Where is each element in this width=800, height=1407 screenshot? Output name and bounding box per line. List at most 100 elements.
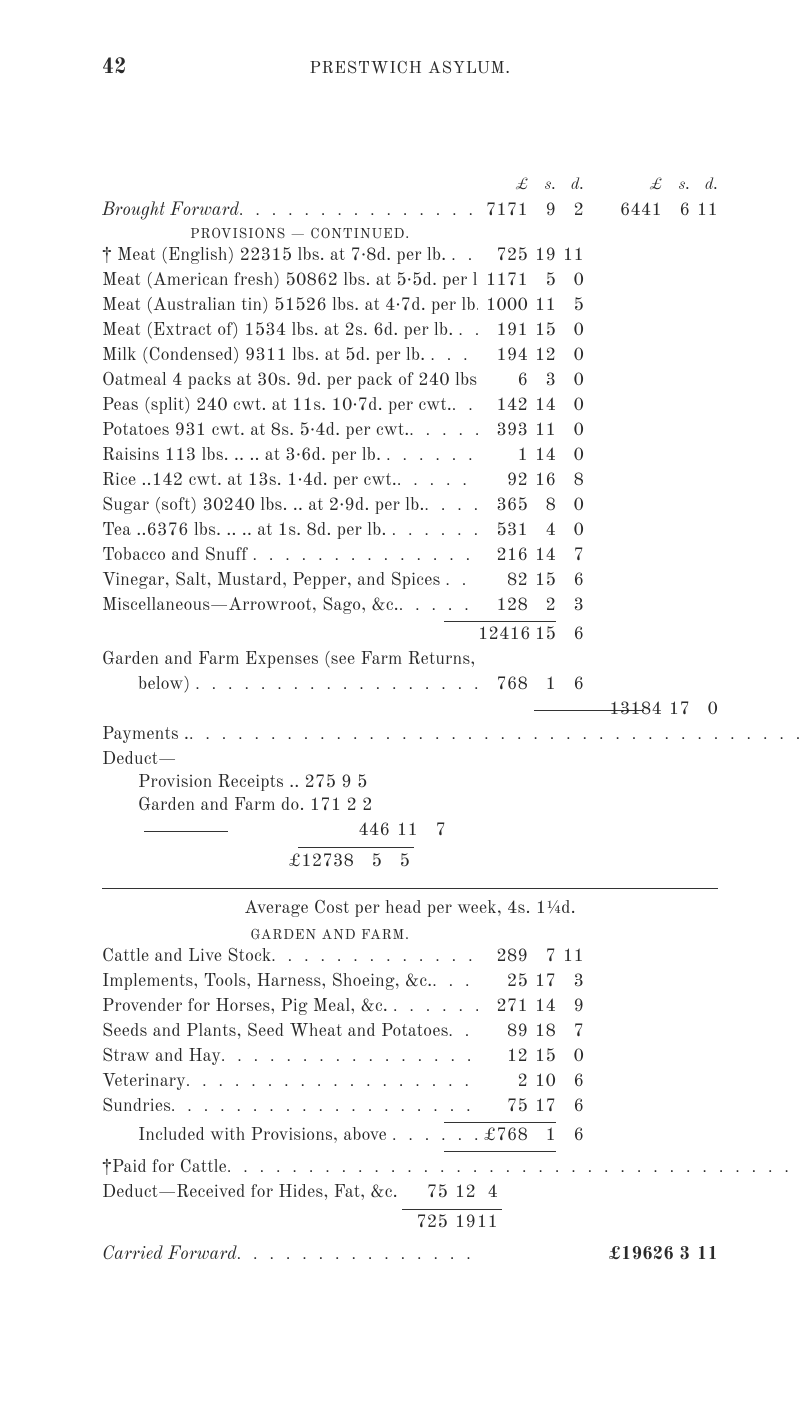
provision-row: Peas (split) 240 cwt. at 11s. 10·7d. per… bbox=[102, 396, 718, 418]
garden-exp-row-1: Garden and Farm Expenses (see Farm Retur… bbox=[102, 650, 718, 672]
dh-d: 4 bbox=[476, 1183, 498, 1204]
provision-s: 3 bbox=[528, 371, 556, 392]
gf-d: 6 bbox=[556, 1097, 584, 1118]
garden-farm-row: Cattle and Live Stock289711 bbox=[102, 947, 718, 969]
bf-p2: 6441 bbox=[608, 201, 662, 222]
gf-p: 12 bbox=[478, 1047, 528, 1068]
provision-label: Miscellaneous—Arrowroot, Sago, &c. bbox=[102, 597, 399, 615]
gf-s: 17 bbox=[528, 1097, 556, 1118]
pn-p: 725 bbox=[402, 1213, 448, 1234]
gf-p: 89 bbox=[478, 1022, 528, 1043]
provision-label: Meat (Extract of) 1534 lbs. at 2s. 6d. p… bbox=[102, 322, 459, 340]
provision-row: Miscellaneous—Arrowroot, Sago, &c.12823 bbox=[102, 596, 718, 618]
garden-exp-row-2: below) 768 1 6 bbox=[102, 675, 718, 697]
money-header-row: £ s. d. £ s. d. bbox=[102, 176, 718, 198]
gf-d: 7 bbox=[556, 1022, 584, 1043]
page-header: 42 PRESTWICH ASYLUM. bbox=[102, 56, 718, 80]
provision-d: 0 bbox=[556, 321, 584, 342]
provision-s: 4 bbox=[528, 521, 556, 542]
gf-d: 0 bbox=[556, 1047, 584, 1068]
gf-s: 15 bbox=[528, 1047, 556, 1068]
payments-row: Payments . 13184 17 0 bbox=[102, 725, 718, 747]
inc-d: 6 bbox=[556, 1126, 584, 1147]
provision-label: Potatoes 931 cwt. at 8s. 5·4d. per cwt. bbox=[102, 422, 409, 440]
provision-p: 1171 bbox=[478, 271, 528, 292]
provision-s: 15 bbox=[528, 571, 556, 592]
brought-forward-label: Brought Forward bbox=[102, 202, 239, 220]
carried-forward-row: Carried Forward £19626 3 11 bbox=[102, 1245, 718, 1267]
provision-row: Milk (Condensed) 9311 lbs. at 5d. per lb… bbox=[102, 346, 718, 368]
provision-label: Milk (Condensed) 9311 lbs. at 5d. per lb… bbox=[102, 347, 430, 365]
provision-label: Rice ..142 cwt. at 13s. 1·4d. per cwt. bbox=[102, 472, 397, 490]
paid-net-row: 725 19 11 bbox=[102, 1213, 718, 1235]
garden-farm-do-row: Garden and Farm do. 171 2 2 bbox=[102, 796, 718, 818]
paid-cattle-row: †Paid for Cattle 801 12 3 bbox=[102, 1158, 718, 1180]
provision-p: 725 bbox=[478, 246, 528, 267]
garden-farm-row: Sundries75176 bbox=[102, 1097, 718, 1119]
gf-label: Cattle and Live Stock bbox=[102, 948, 271, 966]
net-d: 5 bbox=[382, 852, 410, 873]
provision-label: Tobacco and Snuff bbox=[102, 547, 253, 565]
net-total-row: £12738 5 5 bbox=[102, 852, 718, 874]
bf-s2: 6 bbox=[662, 201, 690, 222]
average-cost-line: Average Cost per head per week, 4s. 1¼d. bbox=[102, 899, 718, 920]
provision-label: Peas (split) 240 cwt. at 11s. 10·7d. per… bbox=[102, 397, 452, 415]
provision-d: 0 bbox=[556, 521, 584, 542]
col-s-2: s. bbox=[662, 176, 690, 194]
ge-p: 768 bbox=[478, 675, 528, 696]
cf-p: £19626 bbox=[608, 1245, 662, 1266]
provision-s: 8 bbox=[528, 496, 556, 517]
outer-sub-p: 13184 bbox=[608, 700, 662, 721]
garden-farm-list: Cattle and Live Stock289711 Implements, T… bbox=[102, 947, 718, 1119]
provision-p: 216 bbox=[478, 546, 528, 567]
col-s-1: s. bbox=[528, 176, 556, 194]
provision-d: 3 bbox=[556, 596, 584, 617]
bf-d1: 2 bbox=[556, 201, 584, 222]
provision-row: Meat (American fresh) 50862 lbs. at 5·5d… bbox=[102, 271, 718, 293]
payments-label: Payments bbox=[102, 726, 179, 744]
provision-row: Meat (Australian tin) 51526 lbs. at 4·7d… bbox=[102, 296, 718, 318]
provision-row: Rice ..142 cwt. at 13s. 1·4d. per cwt. 92… bbox=[102, 471, 718, 493]
gf-label: Implements, Tools, Harness, Shoeing, &c. bbox=[102, 973, 432, 991]
provision-row: Potatoes 931 cwt. at 8s. 5·4d. per cwt.3… bbox=[102, 421, 718, 443]
outer-subtotal-row: 13184 17 0 bbox=[102, 700, 718, 722]
garden-farm-row: Straw and Hay12150 bbox=[102, 1047, 718, 1069]
provision-p: 194 bbox=[478, 346, 528, 367]
bf-d2: 11 bbox=[690, 201, 718, 222]
inc-s: 1 bbox=[528, 1126, 556, 1147]
garden-farm-row: Implements, Tools, Harness, Shoeing, &c.… bbox=[102, 972, 718, 994]
provision-s: 15 bbox=[528, 321, 556, 342]
garden-farm-row: Provender for Horses, Pig Meal, &c. 2711… bbox=[102, 997, 718, 1019]
bf-s1: 9 bbox=[528, 201, 556, 222]
provisions-total-row: 12416 15 6 bbox=[102, 625, 718, 647]
provision-p: 1000 bbox=[478, 296, 528, 317]
provision-d: 7 bbox=[556, 546, 584, 567]
provision-label: Meat (Australian tin) 51526 lbs. at 4·7d… bbox=[102, 297, 478, 315]
provision-s: 19 bbox=[528, 246, 556, 267]
provision-s: 11 bbox=[528, 421, 556, 442]
provision-label: Sugar (soft) 30240 lbs. .. at 2·9d. per … bbox=[102, 497, 425, 515]
provision-s: 2 bbox=[528, 596, 556, 617]
included-row: Included with Provisions, above £768 1 6 bbox=[102, 1126, 718, 1148]
prov-receipts: Provision Receipts .. 275 9 5 bbox=[138, 774, 367, 792]
provision-d: 0 bbox=[556, 271, 584, 292]
gf-d: 9 bbox=[556, 997, 584, 1018]
col-d-2: d. bbox=[690, 176, 718, 194]
cf-s: 3 bbox=[662, 1245, 690, 1266]
ledger-body: £ s. d. £ s. d. Brought Forward 7 17 1 9 2… bbox=[102, 176, 718, 1267]
provision-label: Vinegar, Salt, Mustard, Pepper, and Spic… bbox=[102, 572, 446, 590]
garden-farm-do: Garden and Farm do. 171 2 2 bbox=[138, 797, 373, 815]
provision-p: 365 bbox=[478, 496, 528, 517]
provision-label: Meat (American fresh) 50862 lbs. at 5·5d… bbox=[102, 272, 478, 290]
page-number: 42 bbox=[102, 56, 146, 80]
provision-p: 92 bbox=[478, 471, 528, 492]
gf-d: 11 bbox=[556, 947, 584, 968]
prov-total-s: 15 bbox=[528, 625, 556, 646]
provision-d: 11 bbox=[556, 246, 584, 267]
running-title: PRESTWICH ASYLUM. bbox=[146, 60, 718, 80]
paid-cattle-label: †Paid for Cattle bbox=[102, 1159, 227, 1177]
prov-total-p: 12416 bbox=[478, 625, 528, 646]
ge-d: 6 bbox=[556, 675, 584, 696]
garden-farm-row: Veterinary2106 bbox=[102, 1072, 718, 1094]
provision-label: Raisins 113 lbs. .. .. at 3·6d. per lb. bbox=[102, 447, 386, 465]
